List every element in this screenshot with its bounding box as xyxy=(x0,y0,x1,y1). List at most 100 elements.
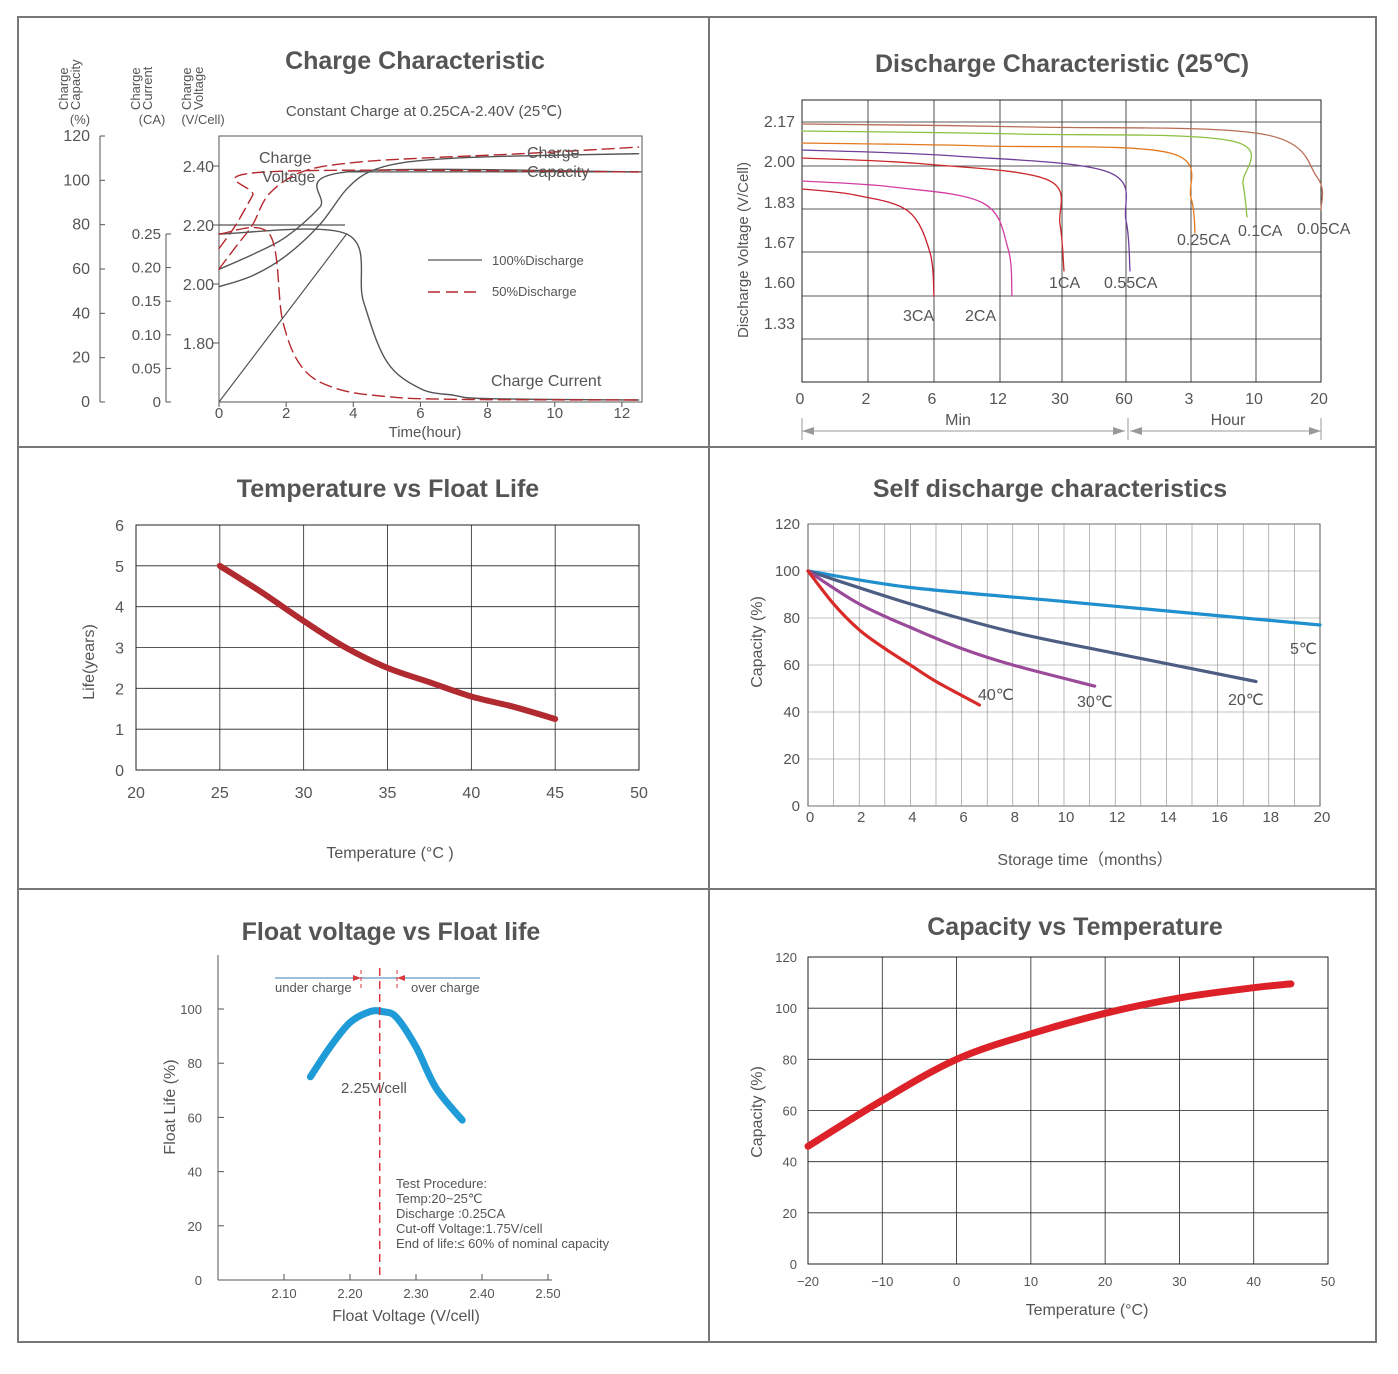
self-discharge-curve-label: 30℃ xyxy=(1077,694,1113,711)
self-discharge-x-tick-label: 4 xyxy=(908,809,916,826)
under-charge-label: under charge xyxy=(275,980,352,995)
over-charge-label: over charge xyxy=(411,980,480,995)
axis-header-unit: (%) xyxy=(70,112,90,127)
charge-subtitle: Constant Charge at 0.25CA-2.40V (25℃) xyxy=(286,103,562,120)
discharge-x-tick-label: 60 xyxy=(1115,391,1133,408)
self-discharge-y-tick-label: 80 xyxy=(783,610,800,627)
cap-temp-x-tick-label: −20 xyxy=(797,1274,819,1289)
self-discharge-x-axis-label: Storage time（months） xyxy=(997,851,1172,869)
discharge-y-tick-label: 1.67 xyxy=(764,235,795,252)
axis-header-label: Charge xyxy=(56,67,71,110)
float-x-tick-label: 2.40 xyxy=(469,1286,494,1301)
temp-life-x-tick-label: 20 xyxy=(127,785,145,802)
cap-temp-y-tick-label: 100 xyxy=(775,1001,797,1016)
float-y-tick-label: 20 xyxy=(188,1219,202,1234)
test-procedure-line: Discharge :0.25CA xyxy=(396,1206,505,1221)
self-discharge-x-tick-label: 16 xyxy=(1211,809,1228,826)
discharge-y-tick-label: 1.60 xyxy=(764,275,795,292)
discharge-y-tick-label: 2.17 xyxy=(764,114,795,131)
float-y-axis-label: Float Life (%) xyxy=(162,1059,179,1154)
temp-life-x-tick-label: 25 xyxy=(211,785,229,802)
cap-temp-x-tick-label: 10 xyxy=(1024,1274,1038,1289)
panel-self-discharge: Self discharge characteristics 120 100 80 6… xyxy=(749,475,1330,869)
cap-temp-y-tick-label: 20 xyxy=(783,1206,797,1221)
discharge-curve-2 xyxy=(801,157,1065,272)
cap-temp-y-tick-label: 80 xyxy=(783,1052,797,1067)
charge-x-tick-label: 4 xyxy=(349,405,357,422)
current-axis-tick-label: 0.10 xyxy=(132,327,161,344)
self-discharge-x-tick-label: 12 xyxy=(1109,809,1126,826)
self-discharge-title: Self discharge characteristics xyxy=(873,475,1227,503)
discharge-curve-1 xyxy=(801,180,1013,297)
discharge-curve-label: 0.25CA xyxy=(1177,232,1231,249)
charge-capacity-annotation: Capacity xyxy=(527,164,589,181)
cap-temp-y-tick-label: 40 xyxy=(783,1155,797,1170)
capacity-axis-tick-label: 80 xyxy=(72,217,90,234)
float-y-tick-label: 80 xyxy=(188,1056,202,1071)
charge-series-line xyxy=(218,153,640,288)
temp-life-x-tick-label: 50 xyxy=(630,785,648,802)
charge-x-tick-label: 2 xyxy=(282,405,290,422)
panel-charge-characteristic: Charge Characteristic Constant Charge at… xyxy=(56,47,643,441)
charge-title: Charge Characteristic xyxy=(285,47,545,75)
charge-voltage-annotation: Charge xyxy=(259,150,312,167)
capacity-temp-title: Capacity vs Temperature xyxy=(927,913,1223,941)
capacity-axis-tick-label: 40 xyxy=(72,305,90,322)
cap-temp-x-tick-label: 30 xyxy=(1172,1274,1186,1289)
cap-temp-x-tick-label: 20 xyxy=(1098,1274,1112,1289)
capacity-axis-tick-label: 20 xyxy=(72,350,90,367)
self-discharge-y-tick-label: 120 xyxy=(775,516,800,533)
discharge-curve-label: 0.05CA xyxy=(1297,221,1351,238)
legend-50-label: 50%Discharge xyxy=(492,284,577,299)
axis-header-label: Charge xyxy=(128,67,143,110)
charge-series-line xyxy=(218,226,640,401)
discharge-title: Discharge Characteristic (25℃) xyxy=(875,50,1249,78)
self-discharge-curve-label: 5℃ xyxy=(1290,641,1317,658)
discharge-y-axis-label: Discharge Voltage (V/Cell) xyxy=(735,162,752,338)
capacity-axis-tick-label: 120 xyxy=(63,128,90,145)
discharge-x-tick-label: 6 xyxy=(928,391,937,408)
discharge-y-tick-label: 1.83 xyxy=(764,195,795,212)
temp-life-y-tick-label: 2 xyxy=(115,681,124,698)
discharge-x-tick-label: 12 xyxy=(989,391,1007,408)
self-discharge-x-tick-label: 18 xyxy=(1262,809,1279,826)
self-discharge-x-tick-label: 2 xyxy=(857,809,865,826)
discharge-x-tick-label: 10 xyxy=(1245,391,1263,408)
self-discharge-curve-label: 40℃ xyxy=(978,687,1014,704)
temp-life-x-tick-label: 40 xyxy=(462,785,480,802)
discharge-curve-label: 0.1CA xyxy=(1238,223,1283,240)
cap-temp-y-axis-label: Capacity (%) xyxy=(749,1066,766,1158)
charge-x-tick-label: 12 xyxy=(614,405,631,422)
float-x-tick-label: 2.20 xyxy=(337,1286,362,1301)
temp-life-y-tick-label: 6 xyxy=(115,518,124,535)
self-discharge-y-tick-label: 60 xyxy=(783,657,800,674)
temp-life-y-axis-label: Life(years) xyxy=(81,624,98,700)
self-discharge-y-tick-label: 100 xyxy=(775,563,800,580)
temp-life-x-axis-label: Temperature (°C ) xyxy=(326,845,453,862)
float-y-tick-label: 0 xyxy=(195,1273,202,1288)
temp-life-x-tick-label: 30 xyxy=(295,785,313,802)
panel-discharge-characteristic: Discharge Characteristic (25℃) 0 2 6 12 30 60… xyxy=(735,50,1351,440)
discharge-x-tick-label: 0 xyxy=(796,391,805,408)
axis-header-label: Voltage xyxy=(191,67,206,110)
capacity-axis-tick-label: 0 xyxy=(81,394,90,411)
discharge-x-tick-label: 20 xyxy=(1310,391,1328,408)
voltage-axis-tick-label: 2.20 xyxy=(183,218,214,235)
temp-life-x-tick-label: 35 xyxy=(379,785,397,802)
float-x-axis-label: Float Voltage (V/cell) xyxy=(332,1308,480,1325)
self-discharge-x-tick-label: 8 xyxy=(1011,809,1019,826)
panel-float-voltage-life: Float voltage vs Float life 100 80 60 40 20 0… xyxy=(162,918,610,1325)
discharge-curve-label: 0.55CA xyxy=(1104,275,1158,292)
axis-header-label: Charge xyxy=(179,67,194,110)
float-life-curve xyxy=(306,1007,466,1124)
cap-temp-x-tick-label: 40 xyxy=(1246,1274,1260,1289)
current-axis-tick-label: 0.05 xyxy=(132,360,161,377)
cap-temp-y-tick-label: 0 xyxy=(790,1257,797,1272)
capacity-axis-tick-label: 60 xyxy=(72,261,90,278)
self-discharge-x-tick-label: 6 xyxy=(959,809,967,826)
cap-temp-y-tick-label: 60 xyxy=(783,1104,797,1119)
temp-life-x-tick-label: 45 xyxy=(546,785,564,802)
temp-life-curve xyxy=(216,562,559,722)
self-discharge-x-tick-label: 14 xyxy=(1160,809,1177,826)
